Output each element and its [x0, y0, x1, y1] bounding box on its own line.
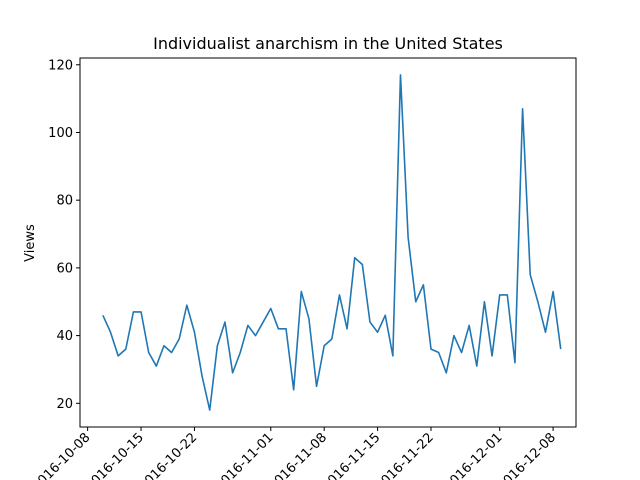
x-tick-label: 2016-12-01 [441, 430, 505, 480]
x-tick-label: 2016-12-08 [495, 430, 559, 480]
x-tick-label: 2016-11-15 [319, 430, 383, 480]
plot-area [80, 58, 576, 427]
x-tick-label: 2016-10-15 [83, 430, 147, 480]
y-tick-label: 60 [56, 261, 73, 276]
x-tick-label: 2016-11-08 [266, 430, 330, 480]
y-axis: 20 40 60 80 100 120 [48, 58, 80, 412]
x-tick-label: 2016-11-01 [213, 430, 277, 480]
y-tick-label: 100 [48, 126, 73, 141]
y-tick-label: 40 [56, 329, 73, 344]
x-tick-label: 2016-10-22 [136, 430, 200, 480]
x-tick-label: 2016-10-08 [29, 430, 93, 480]
x-tick-label: 2016-11-22 [373, 430, 437, 480]
series-line [103, 75, 561, 410]
plot-frame [80, 58, 576, 427]
y-tick-label: 20 [56, 397, 73, 412]
chart-title: Individualist anarchism in the United St… [153, 34, 503, 53]
y-tick-label: 120 [48, 58, 73, 73]
y-axis-label: Views [23, 224, 38, 262]
y-tick-label: 80 [56, 194, 73, 209]
